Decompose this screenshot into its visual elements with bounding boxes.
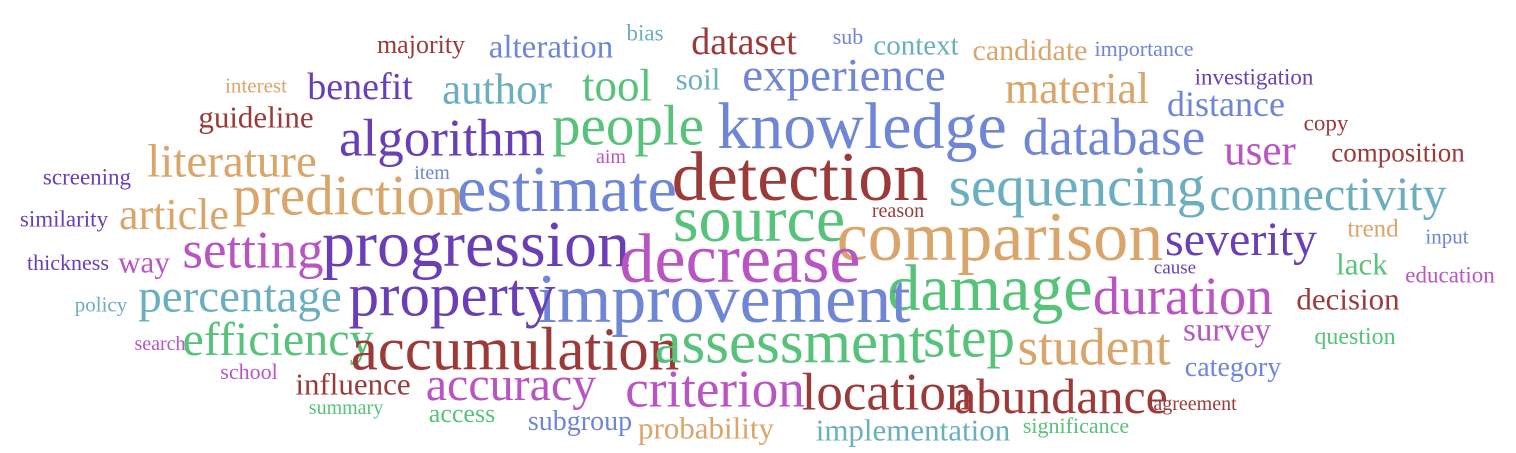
word-decision: decision	[1296, 281, 1400, 317]
word-similarity: similarity	[19, 206, 109, 232]
word-decrease: decrease	[619, 221, 861, 298]
word-knowledge: knowledge	[717, 90, 1007, 163]
word-distance: distance	[1167, 84, 1285, 124]
word-screening: screening	[42, 164, 132, 190]
word-subgroup: subgroup	[527, 406, 633, 437]
word-copy: copy	[1303, 110, 1349, 136]
word-setting: setting	[182, 221, 324, 280]
word-algorithm: algorithm	[338, 109, 546, 168]
word-lack: lack	[1336, 246, 1388, 282]
word-interest: interest	[225, 73, 287, 98]
word-author: author	[442, 66, 552, 114]
word-alteration: alteration	[488, 29, 614, 66]
word-summary: summary	[308, 397, 384, 419]
word-cause: cause	[1153, 257, 1197, 279]
word-search: search	[134, 333, 186, 355]
word-student: student	[1017, 318, 1171, 377]
word-progression: progression	[322, 208, 630, 281]
word-probability: probability	[637, 410, 775, 446]
word-significance: significance	[1022, 413, 1130, 438]
word-school: school	[220, 359, 278, 384]
word-damage: damage	[887, 252, 1093, 325]
word-access: access	[428, 399, 496, 428]
word-dataset: dataset	[691, 21, 797, 63]
word-database: database	[1022, 108, 1206, 167]
word-accuracy: accuracy	[425, 358, 597, 411]
word-soil: soil	[675, 61, 721, 97]
word-severity: severity	[1165, 213, 1317, 266]
word-category: category	[1184, 352, 1282, 383]
word-sub: sub	[832, 24, 864, 49]
word-connectivity: connectivity	[1209, 168, 1447, 221]
word-criterion: criterion	[625, 360, 805, 419]
word-duration: duration	[1093, 266, 1273, 326]
word-location: location	[801, 363, 973, 422]
word-thickness: thickness	[27, 250, 109, 275]
word-literature: literature	[147, 135, 317, 188]
word-majority: majority	[376, 30, 466, 59]
word-user: user	[1224, 127, 1296, 175]
word-agreement: agreement	[1153, 393, 1237, 415]
word-reason: reason	[871, 200, 925, 222]
word-composition: composition	[1331, 137, 1465, 168]
word-sequencing: sequencing	[948, 155, 1206, 219]
word-abundance: abundance	[954, 368, 1168, 424]
word-improvement: improvement	[537, 261, 911, 338]
word-efficiency: efficiency	[182, 313, 374, 366]
word-step: step	[923, 306, 1015, 370]
word-importance: importance	[1094, 36, 1194, 61]
word-implementation: implementation	[815, 412, 1011, 448]
word-bias: bias	[626, 20, 664, 46]
word-article: article	[119, 190, 229, 239]
word-input: input	[1425, 224, 1469, 249]
word-source: source	[672, 183, 846, 256]
word-property: property	[348, 262, 556, 330]
word-trend: trend	[1347, 215, 1399, 243]
word-prediction: prediction	[232, 164, 464, 228]
word-detection: detection	[671, 139, 929, 216]
word-estimate: estimate	[457, 153, 677, 226]
word-comparison: comparison	[836, 199, 1164, 276]
word-material: material	[1004, 64, 1150, 113]
word-investigation: investigation	[1194, 64, 1314, 90]
word-guideline: guideline	[198, 99, 314, 135]
word-way: way	[118, 244, 170, 280]
word-policy: policy	[74, 292, 128, 317]
word-benefit: benefit	[307, 66, 413, 108]
word-influence: influence	[295, 366, 411, 402]
word-assessment: assessment	[654, 309, 926, 377]
word-accumulation: accumulation	[350, 316, 680, 384]
word-context: context	[873, 29, 959, 62]
word-aim: aim	[596, 146, 626, 168]
word-education: education	[1405, 262, 1495, 288]
word-candidate: candidate	[972, 34, 1088, 67]
word-survey: survey	[1183, 312, 1271, 349]
word-percentage: percentage	[138, 270, 342, 323]
word-tool: tool	[581, 60, 653, 111]
word-question: question	[1314, 324, 1396, 350]
word-item: item	[414, 162, 450, 184]
word-experience: experience	[742, 49, 946, 102]
word-people: people	[552, 94, 704, 158]
